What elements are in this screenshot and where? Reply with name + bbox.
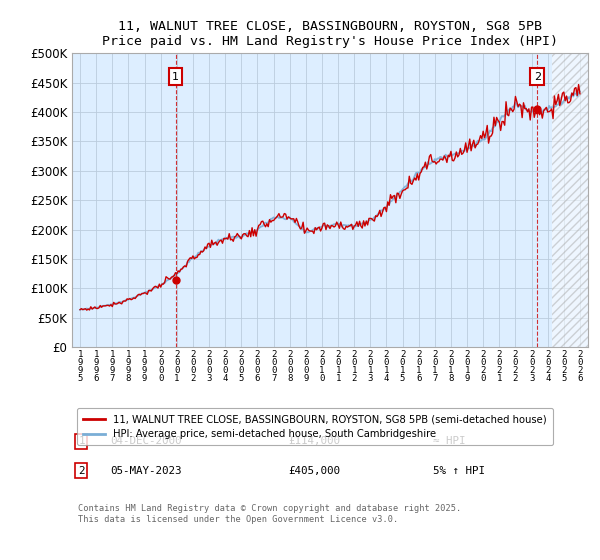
- Text: 1: 1: [78, 436, 85, 446]
- Text: 05-MAY-2023: 05-MAY-2023: [110, 466, 182, 475]
- Text: 1: 1: [172, 72, 179, 82]
- Text: £405,000: £405,000: [289, 466, 341, 475]
- Text: £114,000: £114,000: [289, 436, 341, 446]
- Text: 2: 2: [78, 466, 85, 475]
- Text: 5% ↑ HPI: 5% ↑ HPI: [433, 466, 485, 475]
- Text: 2: 2: [533, 72, 541, 82]
- Legend: 11, WALNUT TREE CLOSE, BASSINGBOURN, ROYSTON, SG8 5PB (semi-detached house), HPI: 11, WALNUT TREE CLOSE, BASSINGBOURN, ROY…: [77, 408, 553, 445]
- Text: ≈ HPI: ≈ HPI: [433, 436, 466, 446]
- Text: Contains HM Land Registry data © Crown copyright and database right 2025.
This d: Contains HM Land Registry data © Crown c…: [78, 505, 461, 524]
- Bar: [552, 53, 588, 347]
- Title: 11, WALNUT TREE CLOSE, BASSINGBOURN, ROYSTON, SG8 5PB
Price paid vs. HM Land Reg: 11, WALNUT TREE CLOSE, BASSINGBOURN, ROY…: [102, 20, 558, 48]
- Text: 04-DEC-2000: 04-DEC-2000: [110, 436, 182, 446]
